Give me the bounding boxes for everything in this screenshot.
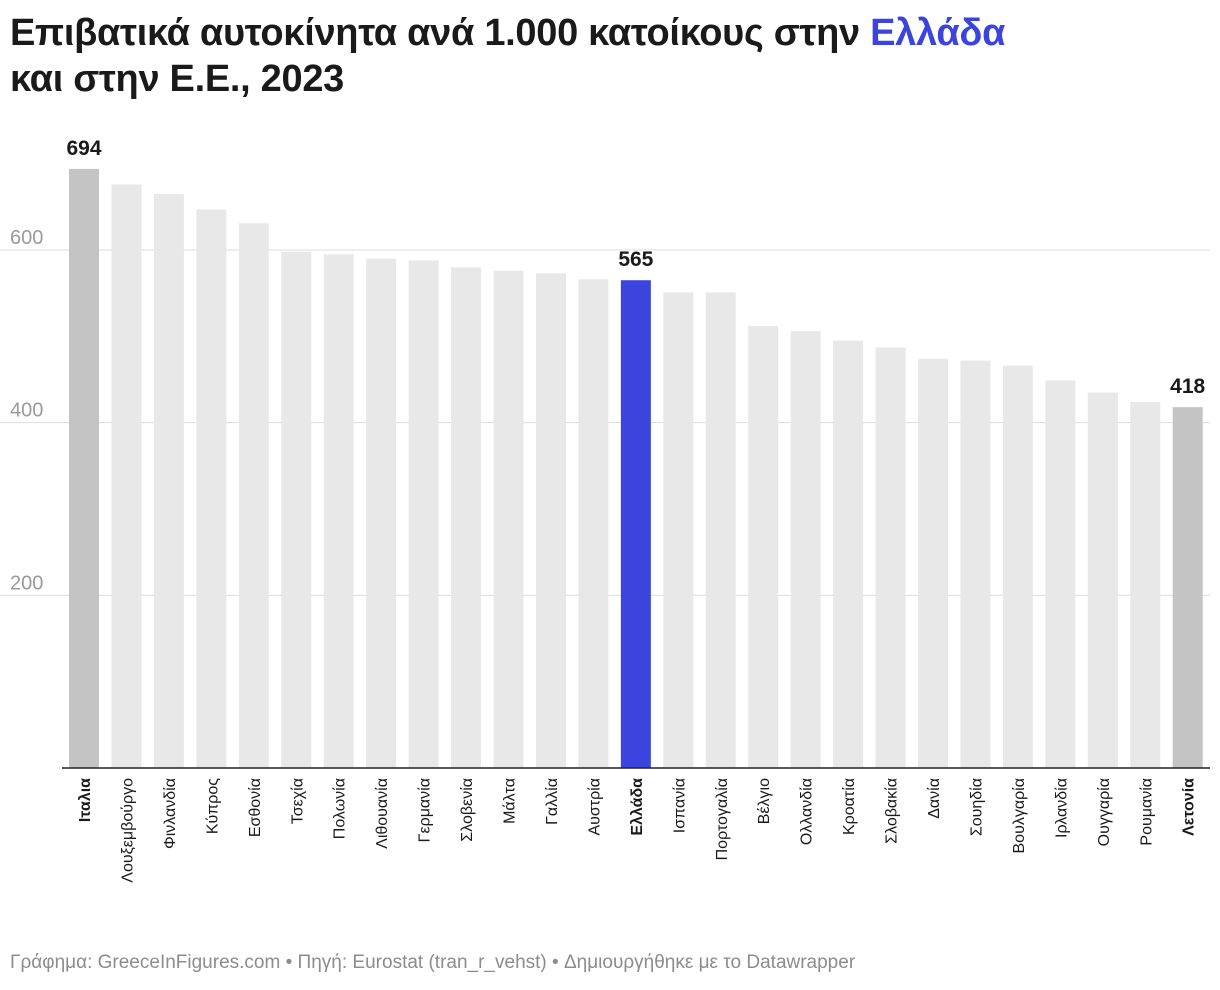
x-tick-label-αυστρία: Αυστρία [586, 778, 603, 836]
x-tick-label-τσεχία: Τσεχία [289, 778, 306, 824]
chart-title: Επιβατικά αυτοκίνητα ανά 1.000 κατοίκους… [10, 10, 1210, 102]
bar-δανία [918, 358, 948, 768]
x-tick-label-ισπανία: Ισπανία [671, 778, 688, 833]
data-labels: 694 565 418 [66, 137, 1205, 398]
x-tick-label-ιρλανδία: Ιρλανδία [1053, 778, 1070, 838]
bar-σλοβενία [451, 267, 482, 768]
title-highlight: Ελλάδα [870, 12, 1006, 54]
data-label-ελλάδα: 565 [618, 248, 653, 271]
x-tick-label-γερμανία: Γερμανία [417, 778, 434, 842]
x-tick-label-πορτογαλία: Πορτογαλία [714, 778, 731, 860]
x-tick-label-ελλάδα: Ελλάδα [629, 778, 646, 836]
bar-πορτογαλία [705, 292, 736, 768]
x-tick-label-βουλγαρία: Βουλγαρία [1011, 778, 1028, 853]
title-part-2: και στην Ε.Ε., 2023 [10, 58, 345, 100]
bar-αυστρία [578, 279, 609, 768]
data-label-λετονία: 418 [1170, 375, 1205, 398]
bar-λιθουανία [366, 258, 397, 768]
bars [69, 168, 1203, 769]
x-tick-label-ρουμανία: Ρουμανία [1138, 778, 1155, 846]
x-axis-tick-labels: Ιταλια Λουξεμβούργο Φινλανδία Κύπρος Εσθονία… [77, 778, 1198, 883]
bar-ολλανδία [790, 331, 821, 768]
x-tick-label-σουηδία: Σουηδία [968, 778, 985, 836]
bar-εσθονία [238, 223, 269, 769]
bar-κύπρος [196, 209, 227, 769]
x-tick-label-κροατία: Κροατία [841, 778, 858, 835]
x-tick-label-πολωνία: Πολωνία [332, 778, 349, 839]
chart-footer: Γράφημα: GreeceInFigures.com • Πηγή: Eur… [10, 952, 856, 973]
x-tick-label-λιθουανία: Λιθουανία [374, 778, 391, 849]
bar-σλοβακία [875, 347, 906, 768]
x-tick-label-ουγγαρία: Ουγγαρία [1096, 778, 1113, 846]
bar-ρουμανία [1130, 401, 1161, 768]
bar-φινλανδία [153, 193, 184, 768]
bar-ιρλανδία [1045, 380, 1076, 768]
y-tick-label-400: 400 [10, 400, 43, 422]
title-part-1: Επιβατικά αυτοκίνητα ανά 1.000 κατοίκους… [10, 12, 871, 54]
bar-ισπανία [663, 292, 694, 768]
x-tick-label-γαλλία: Γαλλία [544, 778, 561, 825]
x-tick-label-σλοβακία: Σλοβακία [884, 778, 901, 844]
y-axis-tick-labels: 200 400 600 [10, 227, 43, 594]
bar-κροατία [833, 340, 864, 768]
y-tick-label-200: 200 [10, 572, 43, 594]
bar-βουλγαρία [1002, 365, 1033, 768]
x-tick-label-εσθονία: Εσθονία [247, 778, 264, 837]
x-tick-label-βέλγιο: Βέλγιο [756, 778, 773, 824]
x-tick-label-φινλανδία: Φινλανδία [162, 778, 179, 849]
bar-ελλάδα [620, 280, 651, 768]
bar-τσεχία [281, 251, 312, 769]
x-tick-label-λουξεμβούργο: Λουξεμβούργο [119, 778, 136, 883]
bar-ιταλια [69, 168, 99, 768]
bar-ουγγαρία [1087, 392, 1118, 768]
x-tick-label-κύπρος: Κύπρος [204, 778, 221, 834]
x-tick-label-δανία: Δανία [926, 778, 943, 819]
y-tick-label-600: 600 [10, 227, 43, 249]
bar-λετονία [1172, 407, 1203, 768]
bar-λουξεμβούργο [111, 184, 142, 769]
bar-γαλλία [535, 273, 566, 768]
bar-βέλγιο [748, 325, 779, 768]
bar-chart: 200 400 600 694 565 418 Ιταλια Λουξεμβούργο Φι… [0, 137, 1210, 883]
x-tick-label-ολλανδία: Ολλανδία [799, 778, 816, 845]
x-tick-label-μάλτα: Μάλτα [502, 778, 519, 824]
x-tick-label-ιταλια: Ιταλια [77, 778, 94, 822]
bar-μάλτα [493, 270, 524, 768]
x-tick-label-σλοβενία: Σλοβενία [459, 778, 476, 842]
x-tick-label-λετονία: Λετονία [1181, 778, 1198, 836]
bar-γερμανία [408, 260, 439, 768]
data-label-ιταλια: 694 [66, 137, 101, 160]
bar-σουηδία [960, 360, 991, 768]
bar-πολωνία [323, 254, 354, 769]
